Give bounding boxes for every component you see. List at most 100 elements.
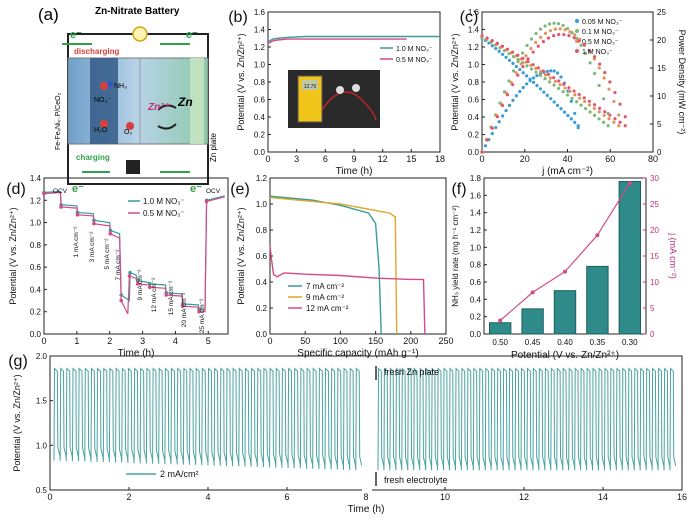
- y-tick-label: 1.6: [254, 8, 266, 17]
- data-point: [204, 199, 209, 204]
- plot-frame: [269, 177, 447, 335]
- power-density-point: [608, 80, 612, 84]
- polarization-point: [548, 76, 553, 80]
- bar: [618, 180, 641, 335]
- polarization-point: [511, 55, 516, 59]
- power-density-point: [519, 62, 523, 66]
- x-axis-label: Time (h): [336, 166, 373, 177]
- molecule-icon: [100, 120, 108, 128]
- x-tick-label: 250: [438, 336, 453, 346]
- x-tick-label: 18: [435, 154, 445, 164]
- polarization-point: [546, 72, 551, 76]
- polarization-point: [557, 79, 561, 83]
- plot-frame: [43, 177, 229, 335]
- y-tick-label: 0.0: [256, 330, 268, 339]
- polarization-point: [536, 66, 540, 70]
- x-tick-label: 40: [562, 154, 572, 164]
- y-tick-label: 0.2: [468, 131, 480, 140]
- power-density-point: [568, 30, 572, 34]
- power-density-point: [504, 108, 508, 113]
- bar: [553, 290, 577, 335]
- power-density-point: [483, 144, 488, 148]
- no3-label: NO₃⁻: [94, 97, 111, 104]
- series-line: [43, 190, 225, 311]
- polarization-point: [552, 100, 556, 104]
- polarization-point: [543, 73, 548, 77]
- data-point: [75, 212, 80, 217]
- multimeter-reading: 12.70: [304, 84, 317, 90]
- y2-tick-label: 15: [650, 252, 659, 261]
- polarization-point: [573, 93, 577, 97]
- x-tick-label: 20: [520, 154, 530, 164]
- y-tick-label: 0.0: [470, 330, 482, 339]
- y2-tick-label: 20: [650, 226, 659, 235]
- annotation-label: 7 mA cm⁻²: [115, 249, 122, 281]
- y2-tick-label: 0: [650, 330, 655, 339]
- y-axis-label: Potential (V vs. Zn/Zn²⁺): [8, 207, 18, 304]
- legend-swatch: [575, 29, 579, 33]
- polarization-point: [552, 83, 556, 87]
- legend-label: 2 mA/cm²: [160, 469, 199, 479]
- cathode-label: Fe-FeₓNiₓ₋P/CeO₂: [55, 92, 62, 150]
- annotation-label: 5 mA cm⁻²: [104, 238, 111, 270]
- power-density-point: [563, 28, 567, 32]
- power-density-point: [541, 40, 545, 44]
- polarization-point: [583, 99, 587, 104]
- polarization-point: [494, 46, 498, 51]
- polarization-point: [593, 113, 597, 117]
- power-density-point: [618, 102, 622, 106]
- polarization-point: [567, 86, 571, 90]
- y-tick-label: 1.0: [470, 243, 482, 252]
- polarization-point: [592, 106, 596, 110]
- x-tick-label: 5: [206, 336, 211, 346]
- polarization-point: [566, 113, 570, 118]
- polarization-point: [485, 36, 489, 40]
- polarization-point: [597, 117, 601, 121]
- current-density-point: [563, 269, 567, 274]
- multimeter-display: [302, 80, 318, 90]
- polarization-point: [534, 70, 538, 74]
- legend-swatch: [575, 19, 579, 23]
- y-tick-label: 0.4: [254, 113, 266, 122]
- axis-break: [362, 487, 372, 493]
- plot-frame: [481, 11, 654, 153]
- arrow-icon: [157, 123, 177, 130]
- x-tick-label: 4: [173, 336, 178, 346]
- power-density-point: [511, 98, 515, 103]
- bar: [586, 265, 609, 335]
- electron-label: e⁻: [70, 29, 82, 41]
- y-tick-label: 0.0: [254, 148, 266, 157]
- x-axis-label: Time (h): [118, 348, 155, 359]
- annotation-label: OCV: [53, 188, 68, 195]
- legend-label: 7 mA cm⁻²: [306, 282, 344, 291]
- y-tick-label: 2.0: [36, 352, 48, 361]
- power-density-point: [511, 83, 515, 87]
- polarization-point: [538, 87, 542, 91]
- y-tick-label: 1.0: [468, 61, 480, 70]
- y-tick-label: 1.2: [256, 174, 268, 183]
- series-line: [269, 196, 398, 335]
- molecule-icon: [107, 81, 113, 87]
- bar: [489, 322, 512, 335]
- annotation-label: 12 mA cm⁻²: [151, 277, 158, 312]
- series-line: [43, 191, 225, 315]
- legend-label: 1.0 M NO₃⁻: [396, 46, 433, 53]
- power-density-point: [534, 40, 538, 44]
- x-tick-label: 3: [294, 154, 299, 164]
- x-axis-label: Specific capacity (mAh g⁻¹): [297, 348, 418, 359]
- h2o-label: H₂O: [94, 127, 108, 134]
- power-density-point: [525, 82, 529, 86]
- power-density-point: [583, 51, 588, 55]
- polarization-point: [549, 97, 553, 101]
- charging-label: charging: [76, 153, 110, 162]
- annotation-label: 25 mA cm⁻²: [199, 298, 206, 333]
- polarization-point: [539, 70, 543, 74]
- y-tick-label: 0.0: [468, 148, 480, 157]
- y2-tick-label: 15: [657, 64, 666, 73]
- polarization-point: [538, 73, 543, 77]
- annotation-bottom: fresh electrolyte: [384, 475, 448, 485]
- y-tick-label: 0.8: [256, 226, 268, 235]
- y-axis-label: NH₃ yield rate (mg h⁻¹ cm⁻²): [451, 205, 460, 307]
- y-tick-label: 1.4: [254, 26, 266, 35]
- power-density-point: [543, 31, 548, 36]
